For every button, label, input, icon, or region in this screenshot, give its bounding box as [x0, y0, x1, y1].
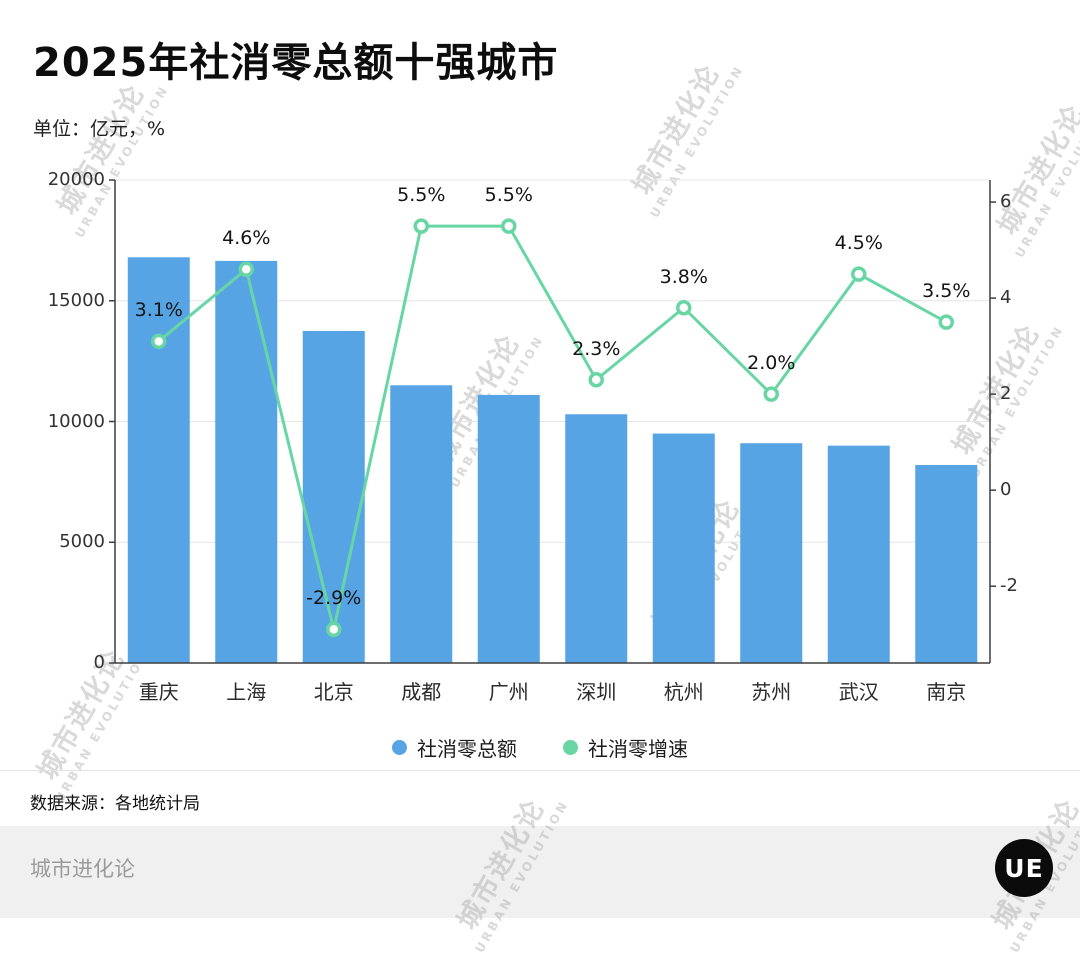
- line-marker: [238, 261, 254, 278]
- legend-item-growth: 社消零增速: [563, 733, 688, 762]
- bar: [127, 257, 190, 663]
- divider-line: [0, 770, 1080, 771]
- bar: [477, 394, 540, 663]
- bar: [565, 414, 628, 663]
- line-marker: [588, 371, 604, 388]
- line-marker: [501, 218, 517, 234]
- line-marker: [676, 299, 692, 316]
- legend-item-total: 社消零总额: [392, 733, 517, 762]
- legend-dot-line-icon: [563, 740, 578, 755]
- growth-line: [157, 224, 947, 630]
- line-marker: [326, 621, 342, 638]
- line-marker: [151, 333, 167, 350]
- bar: [652, 433, 715, 663]
- bar: [390, 385, 453, 663]
- footer-brand: 城市进化论: [30, 857, 135, 881]
- line-marker: [851, 266, 867, 282]
- legend-label-growth: 社消零增速: [588, 737, 688, 761]
- unit-label: 单位：亿元，%: [33, 118, 166, 140]
- ue-logo: UE: [995, 839, 1053, 897]
- page-title: 2025年社消零总额十强城市: [33, 40, 559, 86]
- bar: [215, 260, 278, 663]
- footer-band: [0, 826, 1080, 918]
- data-source-label: 数据来源：各地统计局: [30, 794, 200, 814]
- line-marker: [413, 218, 429, 234]
- legend-dot-bar-icon: [392, 740, 407, 755]
- ue-logo-text: UE: [1004, 853, 1044, 883]
- bar: [827, 445, 890, 663]
- bar: [302, 330, 365, 663]
- line-marker: [938, 314, 954, 330]
- legend-label-total: 社消零总额: [417, 737, 517, 761]
- bar: [915, 464, 978, 663]
- chart-plot: [109, 179, 996, 664]
- bar: [740, 443, 803, 663]
- line-marker: [763, 386, 779, 402]
- chart-legend: 社消零总额 社消零增速: [0, 733, 1080, 762]
